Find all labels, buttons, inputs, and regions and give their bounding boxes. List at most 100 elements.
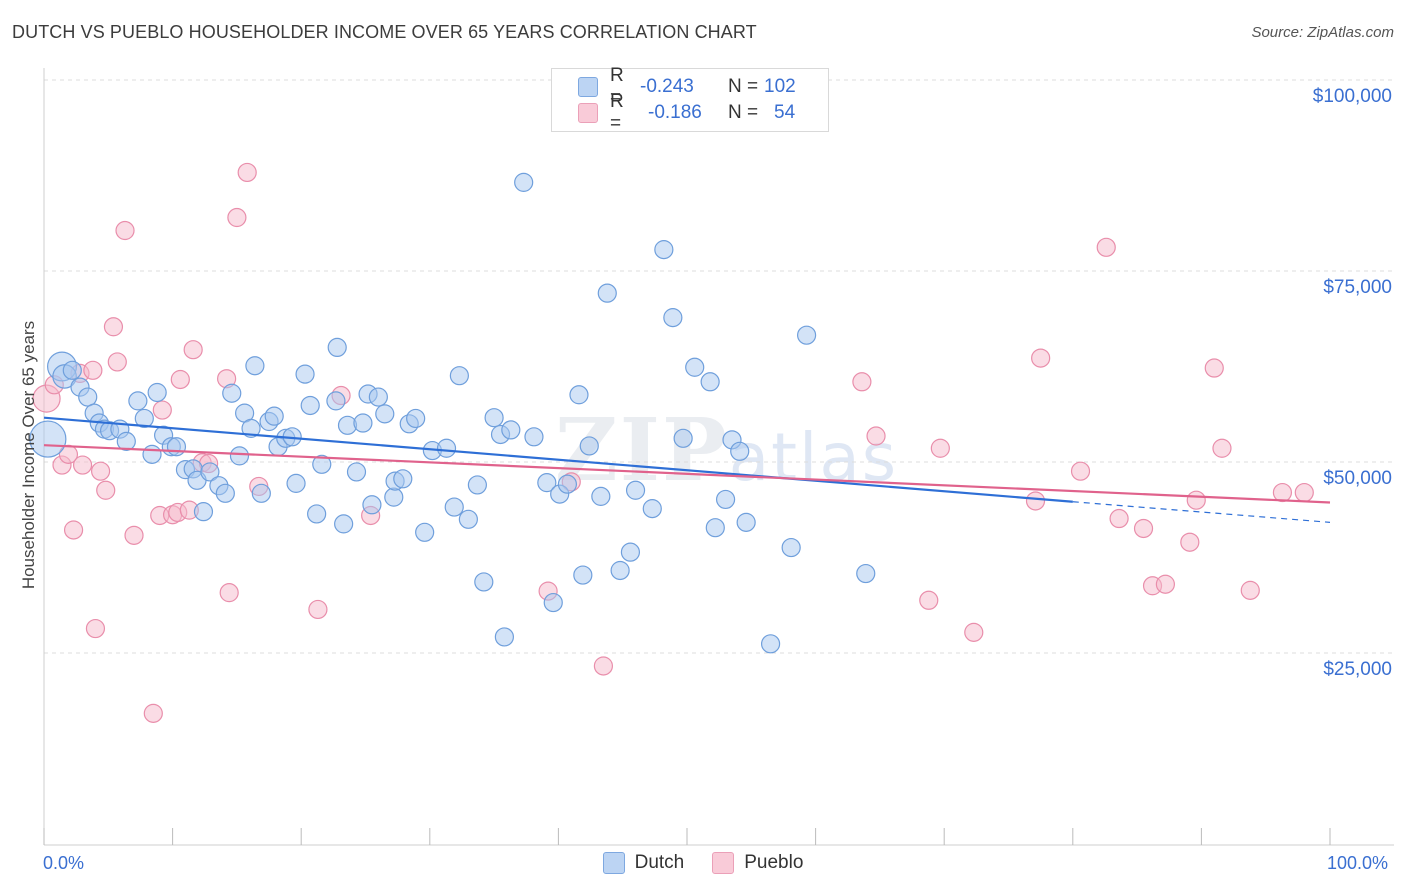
dutch-point (215, 483, 235, 503)
dutch-point (78, 387, 98, 407)
pueblo-point (1070, 461, 1091, 481)
dutch-point (375, 404, 395, 424)
pueblo-point (96, 480, 116, 500)
pueblo-trend-line (43, 444, 1331, 504)
dutch-point (760, 634, 781, 654)
dutch-point (569, 385, 589, 405)
dutch-point (673, 428, 693, 448)
dutch-n-value: 102 (764, 76, 796, 97)
chart-title: DUTCH VS PUEBLO HOUSEHOLDER INCOME OVER … (12, 22, 757, 42)
pueblo-point (1031, 348, 1051, 368)
dutch-point (663, 308, 683, 328)
pueblo-point (866, 426, 886, 446)
dutch-point (193, 502, 214, 522)
pueblo-point (170, 369, 190, 390)
pueblo-point (115, 220, 135, 241)
dutch-point (444, 497, 464, 517)
dutch-point (537, 473, 557, 493)
dutch-point (573, 565, 593, 585)
dutch-point (715, 489, 736, 510)
pueblo-point (1272, 482, 1293, 503)
dutch-point (484, 408, 504, 428)
dutch-point (654, 240, 674, 260)
pueblo-point (1133, 518, 1154, 539)
dutch-point (796, 325, 817, 345)
dutch-point (327, 337, 347, 357)
pueblo-point (1155, 574, 1175, 594)
dutch-point (458, 509, 478, 529)
pueblo-point (90, 461, 111, 481)
dutch-point (62, 360, 82, 380)
pueblo-point (919, 590, 939, 610)
pueblo-point (183, 340, 203, 360)
dutch-point (229, 446, 250, 466)
dutch-point (514, 172, 534, 192)
dutch-point (334, 514, 354, 534)
pueblo-points (32, 162, 1314, 723)
pueblo-point (1025, 491, 1046, 511)
pueblo-point (964, 622, 984, 642)
pueblo-point (72, 455, 93, 475)
pueblo-point (219, 583, 239, 603)
dutch-point (251, 483, 271, 503)
dutch-point (494, 627, 514, 647)
dutch-point (406, 408, 426, 429)
source-credit: Source: ZipAtlas.com (1251, 24, 1394, 41)
dutch-point (415, 522, 435, 542)
legend-item-dutch[interactable]: Dutch (602, 852, 684, 874)
dutch-point (642, 499, 662, 519)
dutch-point (700, 372, 720, 392)
pueblo-point (124, 525, 144, 545)
dutch-point (557, 474, 578, 494)
dutch-point (524, 427, 544, 447)
dutch-point (620, 542, 641, 562)
dutch-point (474, 572, 494, 592)
dutch-point (436, 438, 457, 458)
legend-row-pueblo: R = -0.186 N = 54 (578, 91, 796, 134)
dutch-point (781, 537, 801, 558)
pueblo-point (1294, 482, 1314, 503)
dutch-point (245, 356, 265, 376)
pueblo-point (103, 317, 124, 337)
dutch-point (264, 406, 284, 426)
pueblo-point (1212, 438, 1232, 458)
dutch-point (685, 357, 705, 377)
series-legend: Dutch Pueblo (0, 852, 1406, 874)
y-tick-50000: $50,000 (1323, 468, 1392, 489)
dutch-point (362, 495, 382, 515)
pueblo-n-value: 54 (774, 102, 796, 123)
dutch-point (346, 462, 367, 482)
legend-item-pueblo[interactable]: Pueblo (712, 852, 803, 874)
dutch-point (353, 413, 373, 433)
pueblo-point (1096, 237, 1116, 257)
pueblo-point (308, 599, 328, 620)
dutch-points (29, 172, 876, 654)
pueblo-point (152, 400, 172, 420)
y-tick-100000: $100,000 (1312, 86, 1392, 107)
dutch-point (142, 444, 162, 464)
pueblo-point (1180, 532, 1200, 552)
dutch-legend-swatch (602, 852, 625, 874)
dutch-point (467, 475, 487, 495)
pueblo-point (83, 360, 103, 380)
dutch-point (449, 366, 469, 386)
dutch-point (384, 487, 404, 507)
dutch-point (312, 454, 332, 474)
y-axis-label: Householder Income Over 65 years (19, 320, 38, 590)
dutch-point (222, 383, 242, 403)
dutch-trend-line (43, 416, 1073, 503)
dutch-point (147, 382, 167, 403)
trend-lines (43, 416, 1331, 504)
dutch-point (307, 504, 327, 524)
correlation-legend: R = -0.243 N = 102 R = -0.186 N = 54 (551, 65, 829, 134)
pueblo-swatch (578, 103, 598, 123)
pueblo-point (85, 618, 106, 639)
dutch-point (543, 592, 563, 613)
dutch-point (610, 560, 630, 581)
dutch-point (300, 395, 320, 416)
dutch-swatch (578, 77, 598, 97)
dutch-point (579, 436, 599, 456)
pueblo-point (227, 207, 247, 228)
dutch-point (736, 512, 756, 532)
